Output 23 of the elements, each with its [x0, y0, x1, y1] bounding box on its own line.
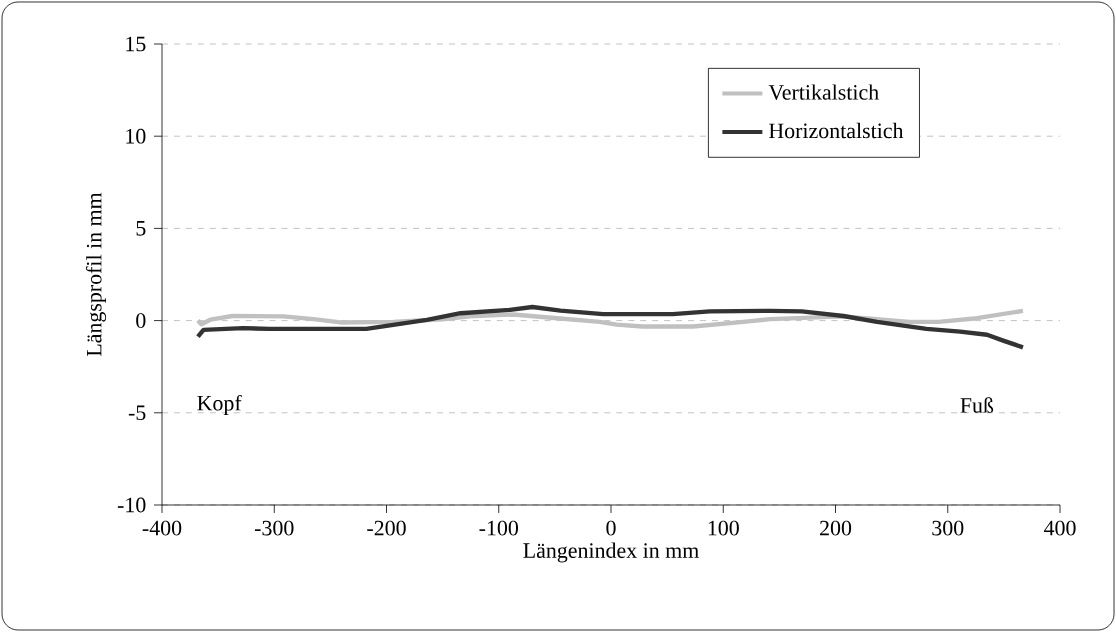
x-tick-label: -400 — [142, 520, 182, 536]
y-axis-title: Längsprofil in mm — [85, 192, 107, 357]
y-tick-label: 10 — [126, 128, 146, 144]
x-tick-label: 300 — [932, 520, 964, 536]
x-tick-label: 0 — [606, 520, 616, 536]
legend-label: Horizontalstich — [768, 122, 904, 139]
y-tick-label: 0 — [136, 313, 146, 328]
x-axis-title: Längenindex in mm — [523, 542, 699, 563]
y-tick-label: -5 — [128, 405, 146, 421]
line-series — [195, 304, 1026, 350]
y-tick-label: 15 — [126, 36, 146, 52]
line-series — [195, 308, 1026, 329]
annotation: Kopf — [197, 394, 242, 415]
x-tick-label: -300 — [254, 520, 294, 536]
x-tick-label: -100 — [479, 520, 519, 536]
x-tick-label: 200 — [820, 520, 852, 536]
y-tick-label: -10 — [117, 497, 146, 513]
y-tick-label: 5 — [136, 221, 146, 236]
x-tick-label: 400 — [1044, 520, 1076, 536]
x-tick-label: -200 — [367, 520, 406, 536]
legend-label: Vertikalstich — [768, 84, 879, 100]
annotation: Fuß — [960, 397, 994, 413]
x-tick-label: 100 — [708, 520, 739, 536]
